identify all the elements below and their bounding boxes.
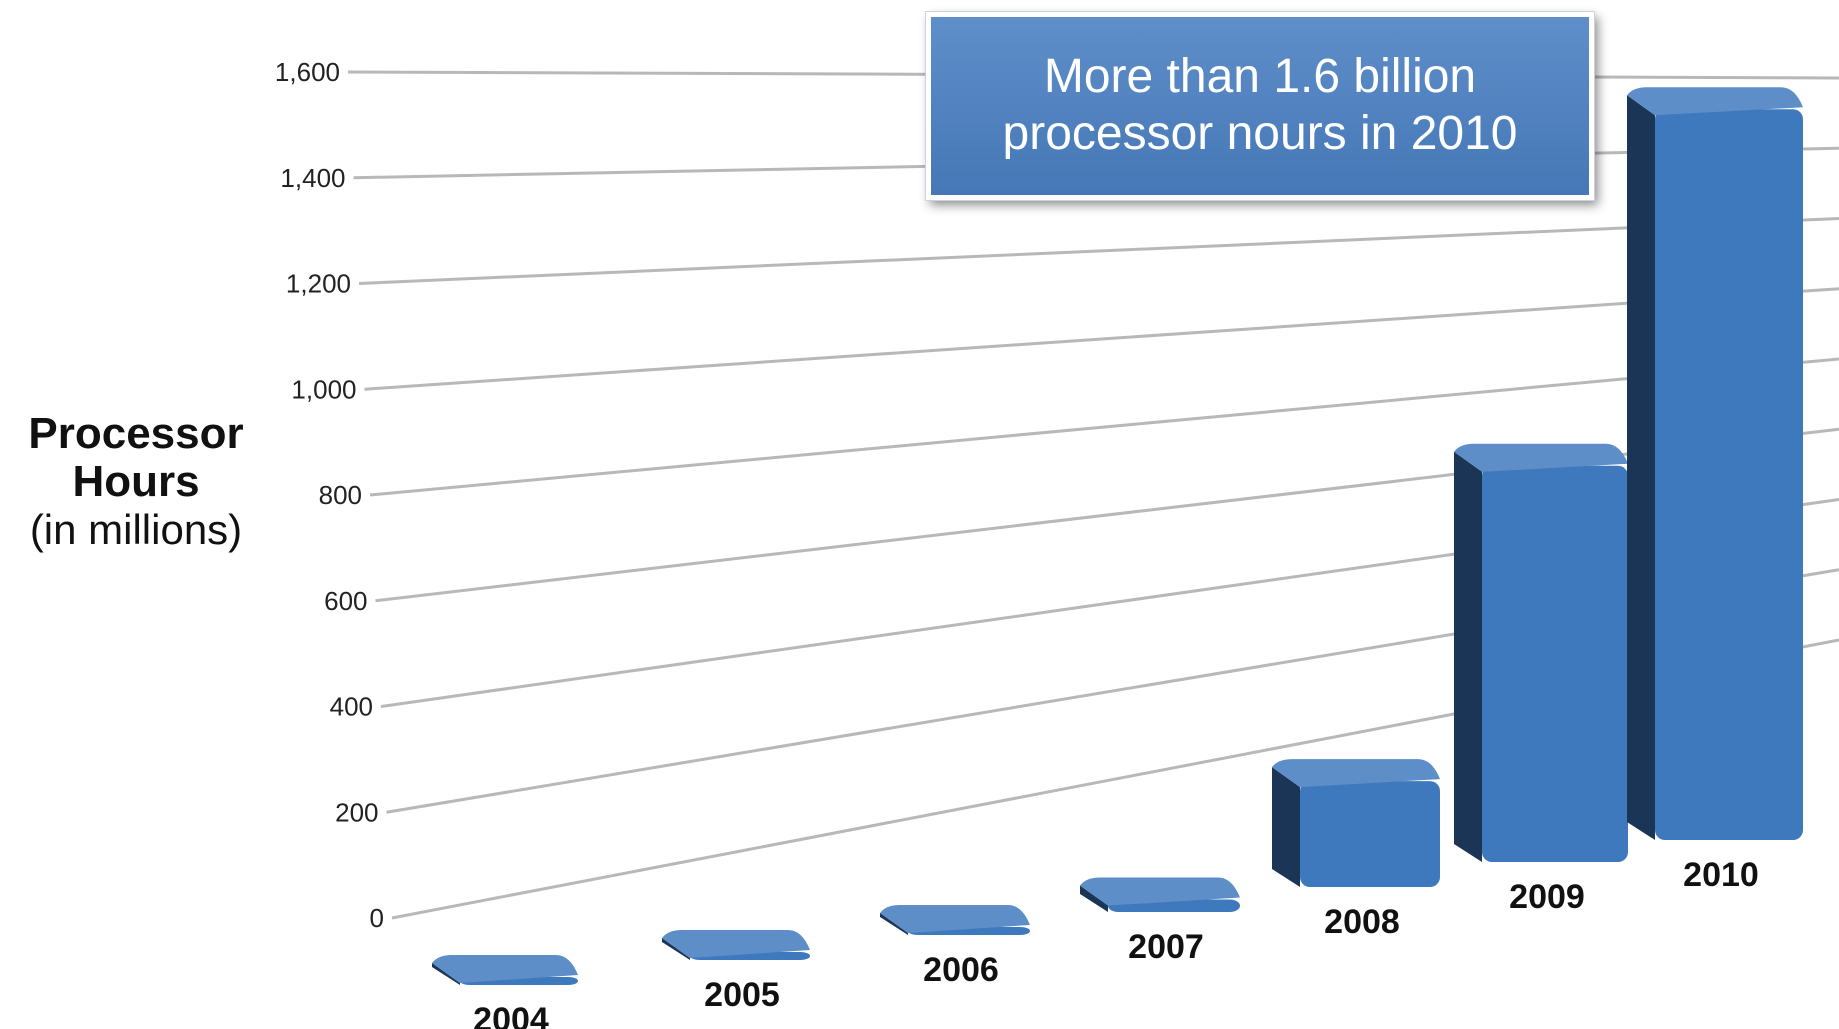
- bar-side: [662, 938, 690, 960]
- bar-top: [880, 905, 1030, 933]
- bar-2004: [432, 955, 578, 985]
- bar-2007: [1080, 877, 1240, 912]
- bar-2010: [1627, 87, 1803, 841]
- bar-side: [1080, 885, 1108, 912]
- gridline: [369, 357, 1839, 497]
- bar-side: [1272, 767, 1300, 887]
- y-tick-label: 1,400: [280, 163, 345, 193]
- y-tick-label: 600: [324, 586, 367, 616]
- bar-front: [1655, 109, 1803, 841]
- y-tick-label: 1,600: [275, 57, 340, 87]
- x-tick-labels: 2004 2005 2006 2007 2008 2009 2010: [473, 856, 1759, 1029]
- bar-2006: [880, 905, 1030, 935]
- gridline: [358, 217, 1839, 285]
- callout-box: More than 1.6 billion processor nours in…: [926, 12, 1594, 200]
- bar-side: [880, 913, 908, 935]
- bar-side: [1454, 451, 1482, 862]
- bar-2008: [1272, 759, 1440, 887]
- bar-top: [1627, 87, 1803, 116]
- x-tick-label: 2006: [923, 951, 999, 989]
- bar-front: [1482, 465, 1628, 862]
- y-tick-label: 1,200: [286, 269, 351, 299]
- y-tick-label: 1,000: [291, 374, 356, 404]
- bar-2005: [662, 930, 810, 960]
- bar-top: [1272, 759, 1440, 788]
- bar-top: [662, 930, 810, 958]
- bar-side: [432, 963, 460, 985]
- bar-front: [1300, 781, 1440, 887]
- y-tick-label: 800: [319, 480, 362, 510]
- callout-line1: More than 1.6 billion: [1043, 50, 1477, 104]
- x-tick-label: 2008: [1324, 903, 1400, 941]
- y-axis-title-line1: Processor: [28, 409, 244, 458]
- bar-2009: [1454, 443, 1628, 862]
- bar-top: [1454, 443, 1628, 472]
- y-tick-label: 200: [335, 797, 378, 827]
- y-tick-labels: 0 200 400 600 800 1,000 1,200 1,400 1,600: [275, 57, 384, 933]
- x-tick-label: 2010: [1683, 856, 1759, 894]
- bar-top: [432, 955, 578, 983]
- callout-line2: processor nours in 2010: [1002, 107, 1518, 160]
- x-tick-label: 2004: [473, 1001, 549, 1029]
- gridline: [364, 287, 1839, 391]
- y-axis-title-line3: (in millions): [29, 505, 243, 553]
- bars: [432, 87, 1803, 985]
- y-tick-label: 400: [330, 692, 373, 722]
- x-tick-label: 2007: [1128, 928, 1204, 966]
- bar-top: [1080, 877, 1240, 906]
- y-axis-title-line2: Hours: [72, 457, 200, 507]
- y-tick-label: 0: [370, 903, 384, 933]
- y-axis-title: Processor Hours (in millions): [0, 409, 272, 553]
- bar-side: [1627, 95, 1655, 841]
- x-tick-label: 2009: [1509, 878, 1585, 916]
- x-tick-label: 2005: [704, 976, 780, 1014]
